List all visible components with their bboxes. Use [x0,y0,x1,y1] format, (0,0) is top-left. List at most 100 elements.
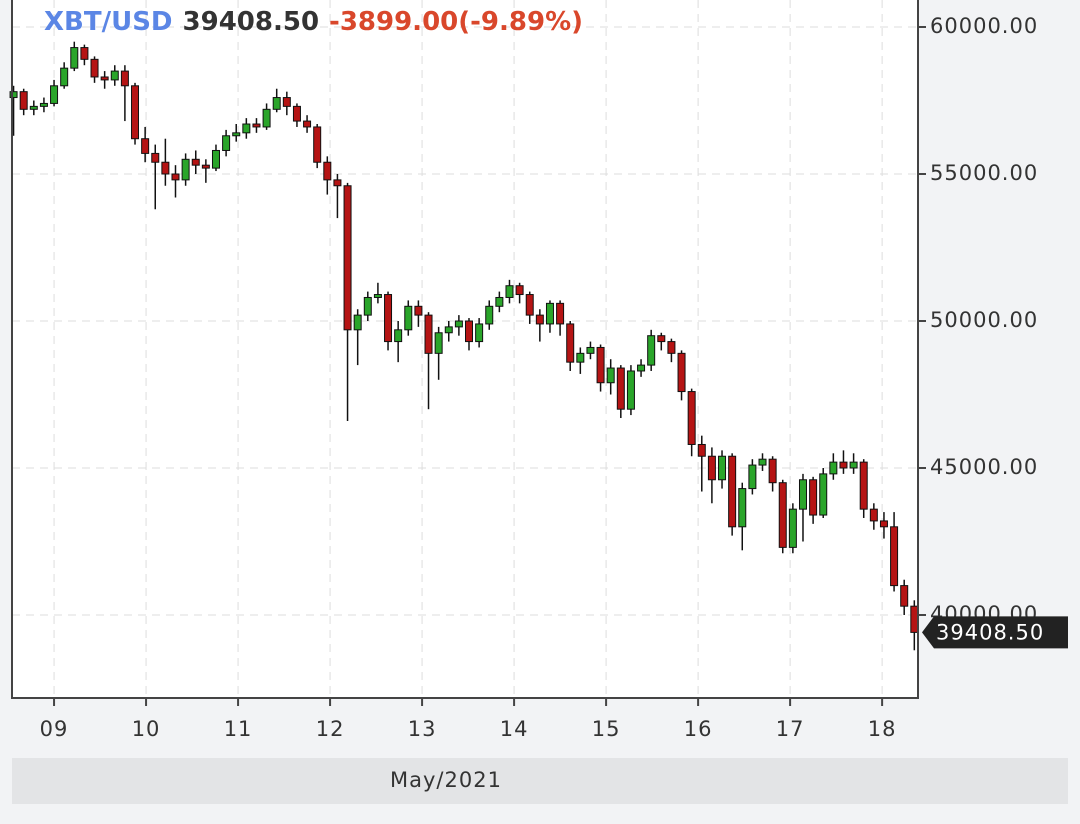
candle-body [323,161,332,181]
candle-body [414,305,423,316]
candle-body [637,364,646,372]
candle-body [910,605,919,633]
candle-body [434,332,443,354]
candles [9,41,919,651]
candle-body [303,120,312,128]
candle-body [29,105,38,110]
candle-body [616,367,625,410]
last-price-label: 39408.50 [936,620,1044,644]
candle-body [596,346,605,384]
candle-body [900,585,909,607]
x-tick-label: 18 [868,717,897,741]
candle-body [181,158,190,181]
change: -3899.00(-9.89%) [329,7,583,37]
candle-body [586,346,595,354]
candle-body [353,314,362,331]
candle-body [19,91,28,110]
candle-body [849,461,858,469]
candle-body [444,326,453,334]
header: XBT/USD 39408.50 -3899.00(-9.89%) [44,7,583,37]
candle-body [424,314,433,354]
candle-body [728,455,737,528]
candle-body [384,294,393,343]
candle-body [485,305,494,325]
candle-body [556,302,565,325]
candle-body [495,296,504,307]
candle-body [475,323,484,343]
candle-body [566,323,575,363]
x-tick-label: 17 [776,717,805,741]
candle-body [465,320,474,343]
candle-body [788,508,797,548]
candle-body [151,152,160,163]
plot-area [12,0,918,698]
candle-body [505,285,514,298]
x-tick-label: 11 [224,717,253,741]
candle-body [242,123,251,134]
candle-body [262,108,271,128]
x-tick-label: 15 [592,717,621,741]
candle-body [333,179,342,187]
price: 39408.50 [183,7,320,37]
x-tick-label: 09 [40,717,69,741]
candle-body [819,473,828,516]
x-tick-label: 14 [500,717,529,741]
candle-body [798,479,807,510]
candle-body [748,464,757,490]
last-price-tag [922,616,1068,649]
candle-body [171,173,180,181]
x-label-band [12,758,1068,804]
candle-body [232,132,241,137]
candle-body [120,70,129,87]
candle-body [707,455,716,481]
candle-body [100,76,109,81]
candle-body [211,149,220,169]
x-tick-label: 13 [408,717,437,741]
candle-body [161,161,170,175]
x-tick-label: 10 [132,717,161,741]
y-tick-label: 50000.00 [930,308,1038,332]
candle-body [879,520,888,528]
candle-body [292,105,301,122]
y-tick-label: 45000.00 [930,455,1038,479]
candle-body [576,352,585,363]
x-tick-label: 16 [684,717,713,741]
candle-body [131,85,140,140]
y-tick-label: 60000.00 [930,14,1038,38]
candle-body [80,47,89,60]
candle-body [809,479,818,516]
candle-body [272,97,281,110]
candle-body [545,302,554,325]
candle-body [141,138,150,154]
candle-body [110,70,119,81]
grid [12,0,918,698]
candle-body [222,135,231,151]
candle-body [404,305,413,331]
candle-body [697,443,706,457]
candle-body [738,488,747,528]
candle-body [859,461,868,510]
candle-body [768,458,777,484]
candle-body [647,335,656,366]
candle-body [282,97,291,107]
x-axis-label: May/2021 [390,768,502,792]
candle-body [829,461,838,475]
candle-body [626,370,635,410]
candle-body [687,391,696,445]
x-tick-label: 12 [316,717,345,741]
candle-body [778,482,787,548]
candle-body [373,294,382,298]
candle-body [313,126,322,163]
candle-body [9,91,18,99]
candle-body [191,158,200,166]
candle-body [201,164,210,169]
candle-body [39,102,48,107]
candle-body [50,85,59,104]
candle-body [535,314,544,325]
candle-body [667,341,676,354]
candle-body [525,294,534,316]
candle-body [869,508,878,522]
candle-body [677,352,686,393]
candle-body [90,58,99,78]
